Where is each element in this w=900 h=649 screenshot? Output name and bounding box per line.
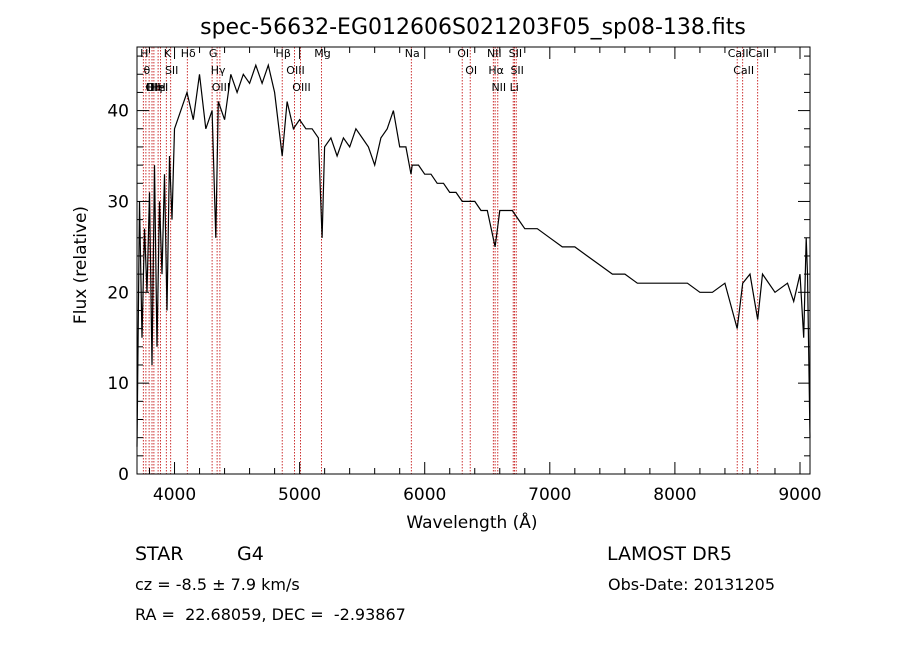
line-marker-label: OII [145,81,160,94]
line-marker-label: θ [144,64,151,77]
line-marker-label: OI [465,64,477,77]
line-marker-label: G [209,47,218,60]
x-tick-label: 5000 [278,485,321,505]
line-marker-label: K [164,47,172,60]
x-tick-label: 8000 [653,485,696,505]
x-axis-label: Wavelength (Å) [406,511,537,533]
line-marker-label: SII [510,64,523,77]
line-marker-label: OIII [212,81,230,94]
line-marker-label: H [146,81,154,94]
line-marker-label: Mg [314,47,330,60]
y-tick-label: 10 [107,374,129,394]
y-axis-label: Flux (relative) [71,206,91,324]
plot-frame [136,46,811,475]
x-tick-label: 9000 [778,485,821,505]
line-marker-label: Hδ [181,47,196,60]
coordinates: RA = 22.68059, DEC = -2.93867 [135,605,406,624]
line-marker-label: Na [405,47,420,60]
line-marker-label: Hα [488,64,504,77]
line-marker-label: Li [510,81,519,94]
line-marker-label: HeI [150,81,168,94]
object-type: STAR [135,543,183,565]
line-marker-label: SII [165,64,178,77]
obs-date: Obs-Date: 20131205 [608,575,775,594]
spectrum-line [136,63,811,447]
line-marker-label: Hη [147,81,162,94]
y-tick-label: 20 [107,283,129,303]
x-tick-label: 7000 [528,485,571,505]
line-marker-label: OIII [292,81,310,94]
line-marker-label: OI [457,47,469,60]
y-tick-label: 40 [107,102,129,122]
line-marker-label: CaII [728,47,749,60]
line-marker-label: Hγ [211,64,226,77]
line-marker-label: NII [491,81,506,94]
y-tick-label: 0 [118,465,129,485]
line-marker-label: CaII [748,47,769,60]
y-axis-ticks: 0 10 20 30 40 [107,55,810,485]
line-marker-label: H [140,47,148,60]
line-marker-label: Hβ [276,47,291,60]
line-marker-label: H [157,81,165,94]
x-tick-label: 4000 [153,485,196,505]
x-axis-ticks: 4000 5000 6000 7000 8000 9000 [149,47,822,505]
x-tick-label: 6000 [403,485,446,505]
y-tick-label: 30 [107,192,129,212]
subclass: G4 [237,543,264,565]
chart-title: spec-56632-EG012606S021203F05_sp08-138.f… [200,15,746,40]
line-marker-label: CaII [733,64,754,77]
line-marker-label: SII [509,47,522,60]
line-marker-label: NII [487,47,502,60]
line-marker-label: OIII [286,64,304,77]
line-markers [142,47,759,474]
redshift-cz: cz = -8.5 ± 7.9 km/s [135,575,300,594]
survey-name: LAMOST DR5 [607,543,732,565]
